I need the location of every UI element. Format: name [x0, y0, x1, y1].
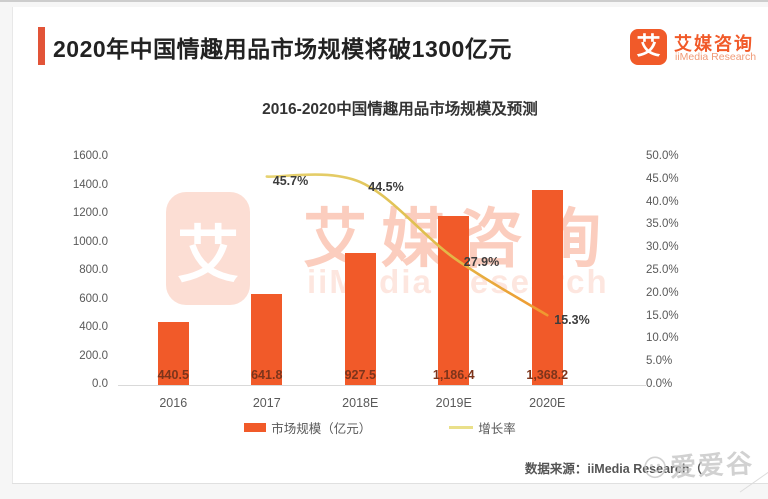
bar — [438, 215, 470, 385]
top-border — [0, 0, 768, 2]
bar-value-label: 1,186.4 — [432, 368, 475, 382]
right-axis-tick: 15.0% — [646, 309, 679, 322]
right-axis-tick: 25.0% — [646, 264, 679, 276]
right-axis-tick: 10.0% — [646, 332, 679, 345]
growth-rate-label: 44.5% — [368, 180, 404, 195]
x-axis-label: 2019E — [435, 396, 472, 410]
face-logo-icon — [644, 455, 666, 478]
bar-value-label: 641.8 — [251, 368, 283, 382]
legend-label: 增长率 — [478, 422, 516, 436]
watermark-logo-icon: 艾 — [166, 192, 250, 305]
right-axis-tick: 0.0% — [646, 378, 673, 390]
right-axis-tick: 30.0% — [646, 241, 679, 254]
bar — [531, 190, 563, 385]
right-axis-tick: 50.0% — [646, 150, 679, 162]
left-axis-tick: 1600.0 — [72, 150, 108, 162]
left-axis-tick: 1400.0 — [72, 178, 108, 191]
left-axis-tick: 600.0 — [79, 292, 108, 305]
bar — [157, 322, 189, 385]
x-axis-label: 2017 — [252, 396, 281, 410]
left-axis-tick: 400.0 — [79, 321, 108, 333]
growth-rate-label: 27.9% — [463, 254, 500, 269]
chart-title: 2016-2020中国情趣用品市场规模及预测 — [262, 101, 538, 118]
left-axis-tick: 1000.0 — [72, 235, 108, 248]
x-axis-line — [118, 385, 646, 386]
chart-legend: 市场规模（亿元） 增长率 — [120, 418, 640, 437]
bar-swatch-icon — [244, 423, 267, 432]
brand-logo-icon: 艾 — [630, 29, 667, 65]
legend-label: 市场规模（亿元） — [271, 422, 372, 436]
x-axis-label: 2018E — [342, 396, 379, 410]
x-axis-label: 2020E — [529, 396, 566, 410]
page-title: 2020年中国情趣用品市场规模将破1300亿元 — [53, 36, 512, 62]
brand-name-en: iiMedia Research — [675, 51, 757, 63]
bar-value-label: 440.5 — [157, 368, 189, 382]
growth-rate-label: 15.3% — [554, 313, 590, 328]
right-axis-tick: 35.0% — [646, 218, 679, 231]
x-axis-label: 2016 — [159, 396, 188, 410]
left-axis-tick: 0.0 — [92, 378, 108, 390]
right-axis-tick: 45.0% — [646, 172, 679, 185]
right-axis-tick: 20.0% — [646, 286, 679, 299]
legend-item-market-size: 市场规模（亿元） — [244, 418, 371, 437]
corner-watermark-text: 爱爱谷 — [669, 448, 755, 483]
left-axis-tick: 800.0 — [79, 264, 108, 276]
line-swatch-icon — [449, 426, 474, 429]
bar-value-label: 927.5 — [344, 368, 376, 382]
bar-value-label: 1,368.2 — [526, 368, 569, 382]
brand-name-cn: 艾媒咨询 — [674, 34, 754, 54]
bar — [344, 252, 376, 385]
growth-rate-label: 45.7% — [272, 173, 309, 188]
left-axis-tick: 1200.0 — [72, 207, 108, 219]
legend-item-growth-rate: 增长率 — [449, 418, 516, 437]
right-axis-tick: 40.0% — [646, 195, 679, 208]
title-accent-bar — [38, 27, 45, 65]
corner-watermark: 爱爱谷 — [642, 443, 755, 486]
left-axis-tick: 200.0 — [79, 349, 108, 362]
right-axis-tick: 5.0% — [646, 355, 673, 368]
